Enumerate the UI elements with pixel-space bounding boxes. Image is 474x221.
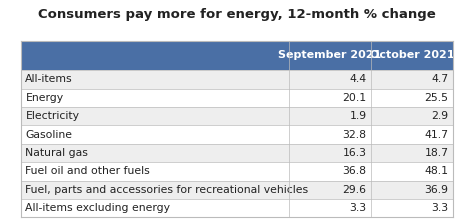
Text: 3.3: 3.3 [349,203,366,213]
Text: September 2021: September 2021 [278,50,382,60]
Text: Gasoline: Gasoline [26,130,73,140]
Text: Electricity: Electricity [26,111,80,121]
Text: Energy: Energy [26,93,64,103]
Text: 25.5: 25.5 [425,93,448,103]
Text: 41.7: 41.7 [425,130,448,140]
Text: 48.1: 48.1 [425,166,448,176]
Text: 3.3: 3.3 [431,203,448,213]
FancyBboxPatch shape [289,41,371,70]
Text: 20.1: 20.1 [342,93,366,103]
FancyBboxPatch shape [21,162,453,181]
FancyBboxPatch shape [21,181,453,199]
FancyBboxPatch shape [21,107,453,125]
FancyBboxPatch shape [21,70,453,89]
FancyBboxPatch shape [21,144,453,162]
Text: 4.7: 4.7 [431,74,448,84]
Text: 2.9: 2.9 [431,111,448,121]
FancyBboxPatch shape [371,41,453,70]
Text: Natural gas: Natural gas [26,148,88,158]
FancyBboxPatch shape [21,41,289,70]
Text: Fuel, parts and accessories for recreational vehicles: Fuel, parts and accessories for recreati… [26,185,309,195]
Text: October 2021: October 2021 [370,50,454,60]
FancyBboxPatch shape [21,125,453,144]
FancyBboxPatch shape [21,199,453,217]
Text: 4.4: 4.4 [349,74,366,84]
Text: 32.8: 32.8 [343,130,366,140]
Text: 1.9: 1.9 [349,111,366,121]
FancyBboxPatch shape [21,89,453,107]
Text: 29.6: 29.6 [343,185,366,195]
Text: 16.3: 16.3 [343,148,366,158]
Text: 18.7: 18.7 [425,148,448,158]
Text: 36.9: 36.9 [425,185,448,195]
Text: Fuel oil and other fuels: Fuel oil and other fuels [26,166,150,176]
Text: Consumers pay more for energy, 12-month % change: Consumers pay more for energy, 12-month … [38,8,436,21]
Text: All-items: All-items [26,74,73,84]
Text: All-items excluding energy: All-items excluding energy [26,203,171,213]
Text: 36.8: 36.8 [343,166,366,176]
